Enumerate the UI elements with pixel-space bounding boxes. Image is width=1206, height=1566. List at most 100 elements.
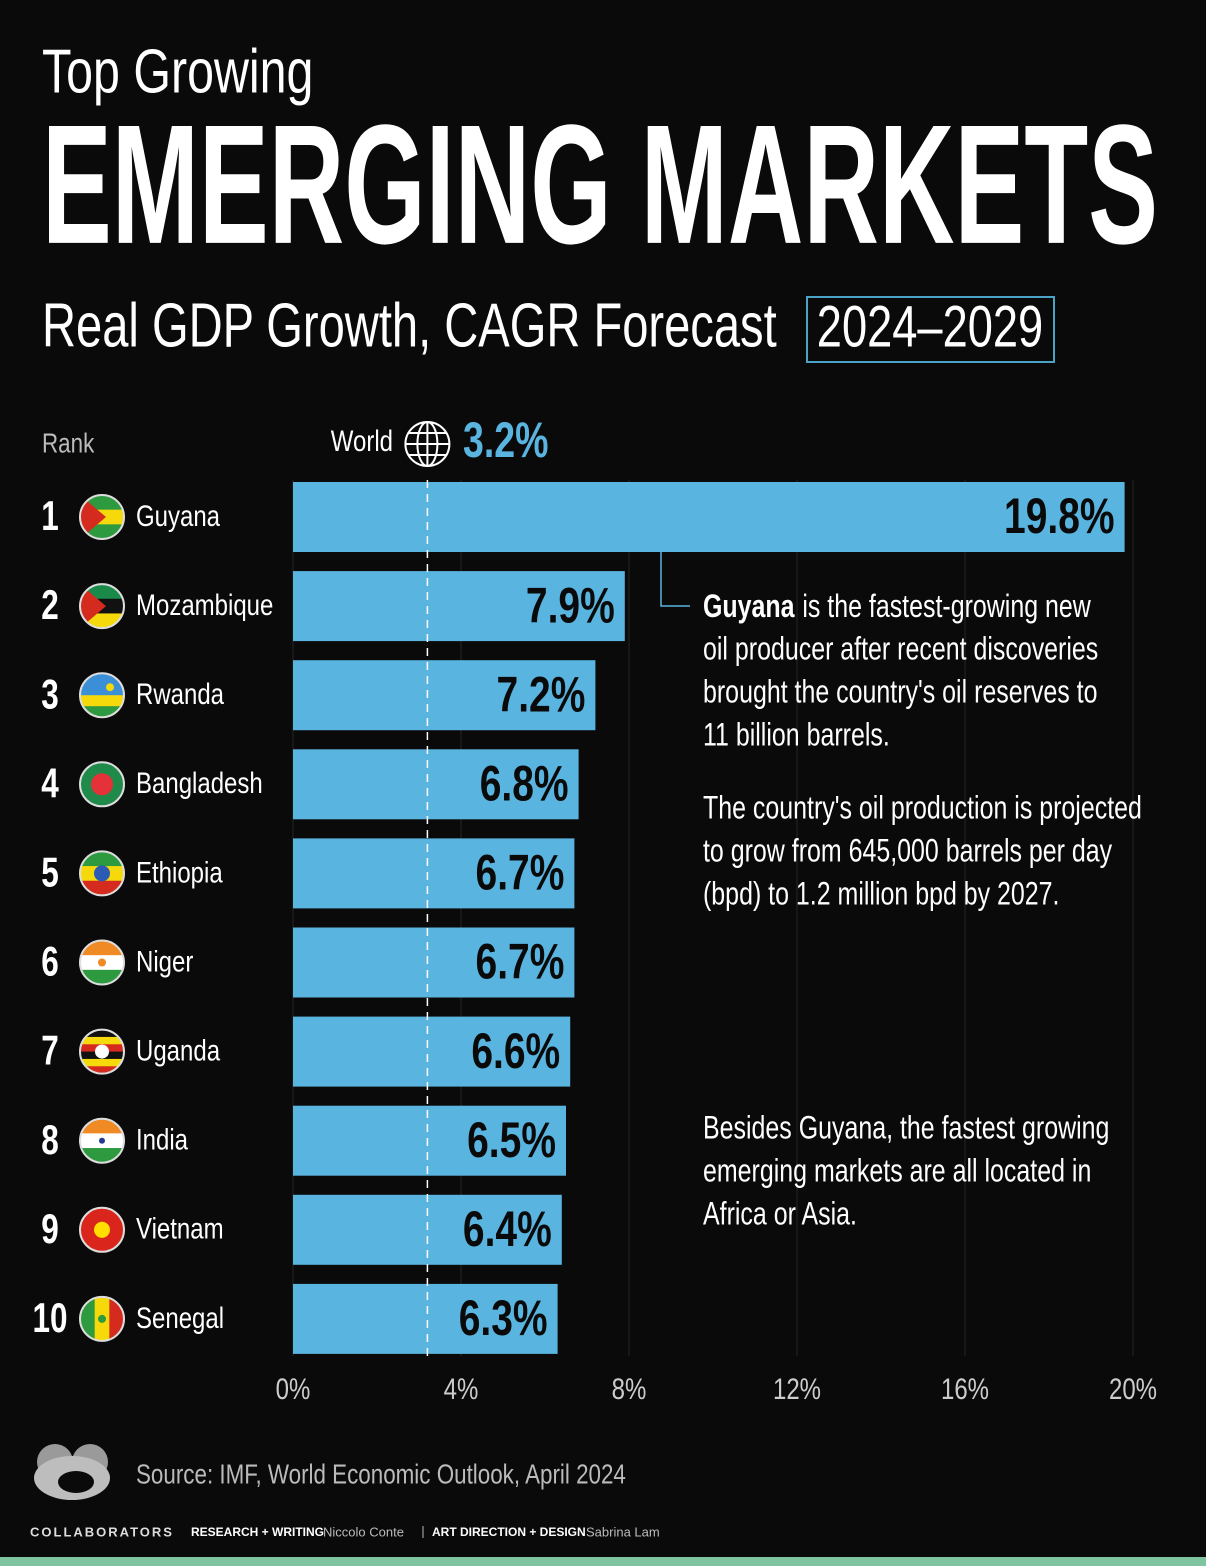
flag [80, 762, 124, 807]
category-label: Niger [136, 944, 193, 978]
x-tick-label: 16% [941, 1371, 989, 1405]
bar [293, 927, 575, 998]
bar [293, 482, 1125, 552]
category-label: Vietnam [136, 1211, 224, 1245]
flag [80, 1029, 124, 1074]
flag-emblem [98, 958, 106, 967]
flag-stripe [80, 706, 124, 718]
flag [80, 1207, 124, 1252]
flag-stripe [80, 1029, 124, 1038]
annotation-line: brought the country's oil reserves to [703, 675, 1098, 711]
annotation-line: The country's oil production is projecte… [703, 791, 1142, 827]
flag-border [79, 1295, 125, 1342]
flag-emblem [94, 865, 110, 882]
annotation-line: Besides Guyana, the fastest growing [703, 1111, 1109, 1147]
bar [293, 1016, 571, 1087]
flag-border [79, 583, 125, 630]
flag-border [79, 1028, 125, 1075]
flag-stripe [80, 684, 124, 696]
flag-stripe [80, 1036, 124, 1045]
flag [80, 673, 124, 718]
flag-emblem [95, 1044, 109, 1059]
annotation-connector [660, 552, 690, 607]
rank: 6 [41, 937, 59, 985]
flag-border [79, 850, 125, 897]
annotation-line: (bpd) to 1.2 million bpd by 2027. [703, 877, 1059, 913]
x-tick-label: 12% [773, 1371, 821, 1405]
rank-label: Rank [42, 428, 95, 459]
flag-border [79, 672, 125, 719]
annotation-line: Guyana is the fastest-growing new [703, 589, 1091, 625]
category-label: Uganda [136, 1033, 221, 1067]
flag-triangle [80, 584, 106, 629]
rank: 1 [41, 492, 59, 540]
category-label: Bangladesh [136, 766, 263, 800]
footer-strip [0, 1557, 1206, 1566]
flag-emblem [91, 773, 113, 796]
period: 2024–2029 [817, 295, 1043, 360]
globe-icon [404, 421, 451, 467]
category-label: Ethiopia [136, 855, 223, 889]
flag-stripe [80, 673, 124, 685]
value-label: 6.6% [471, 1022, 560, 1079]
category-label: Senegal [136, 1300, 224, 1334]
bar [293, 838, 575, 909]
credit-role: ART DIRECTION + DESIGN [432, 1525, 586, 1539]
flag-border [79, 1206, 125, 1253]
source: Source: IMF, World Economic Outlook, Apr… [136, 1459, 626, 1490]
subtitle: Real GDP Growth, CAGR Forecast [42, 290, 777, 360]
flag-border [79, 1117, 125, 1164]
x-tick-label: 20% [1109, 1371, 1157, 1405]
bar [293, 660, 596, 731]
flag-emblem [98, 1314, 106, 1323]
credit-role: RESEARCH + WRITING [191, 1525, 324, 1539]
bar [293, 571, 625, 642]
x-tick-label: 4% [444, 1371, 479, 1405]
value-label: 6.4% [463, 1200, 552, 1257]
rank: 8 [41, 1115, 59, 1163]
value-label: 19.8% [1004, 487, 1115, 544]
value-label: 6.8% [480, 755, 569, 812]
flag-stripe [80, 695, 124, 707]
rank: 4 [41, 759, 59, 807]
rank: 5 [41, 848, 59, 896]
supertitle: Top Growing [42, 37, 313, 106]
flag-stripe [80, 1058, 124, 1067]
x-tick-label: 8% [612, 1371, 647, 1405]
flag-triangle [80, 495, 106, 539]
value-label: 7.9% [526, 577, 615, 634]
bar [293, 1283, 558, 1354]
rank: 7 [41, 1026, 59, 1074]
bar [293, 749, 579, 820]
title: EMERGING MARKETS [42, 90, 1158, 280]
value-label: 6.3% [459, 1289, 548, 1346]
credit-brand: COLLABORATORS [30, 1524, 174, 1539]
annotation-line: Africa or Asia. [703, 1197, 857, 1233]
flag-emblem [99, 1137, 105, 1144]
value-label: 6.7% [476, 844, 565, 901]
value-label: 6.7% [476, 933, 565, 990]
value-label: 6.5% [467, 1111, 556, 1168]
reference-value-label: 3.2% [463, 413, 548, 468]
logo [34, 1444, 110, 1500]
flag-emblem [106, 683, 114, 692]
rank: 10 [32, 1294, 67, 1342]
annotation-line: emerging markets are all located in [703, 1154, 1091, 1190]
category-label: Rwanda [136, 677, 225, 711]
bar [293, 1105, 566, 1176]
value-label: 7.2% [497, 666, 586, 723]
annotation-text: is the fastest-growing new [802, 589, 1091, 625]
rank: 3 [41, 670, 59, 718]
annotation-line: 11 billion barrels. [703, 718, 890, 754]
rank: 9 [41, 1204, 59, 1252]
annotation-line: oil producer after recent discoveries [703, 632, 1098, 668]
reference-label: World [331, 423, 393, 457]
x-tick-label: 0% [276, 1371, 311, 1405]
flag-border [79, 939, 125, 986]
flag-border [79, 494, 125, 540]
flag-emblem [94, 1221, 110, 1238]
flag-stripe [80, 1066, 124, 1074]
flag-border [79, 761, 125, 808]
